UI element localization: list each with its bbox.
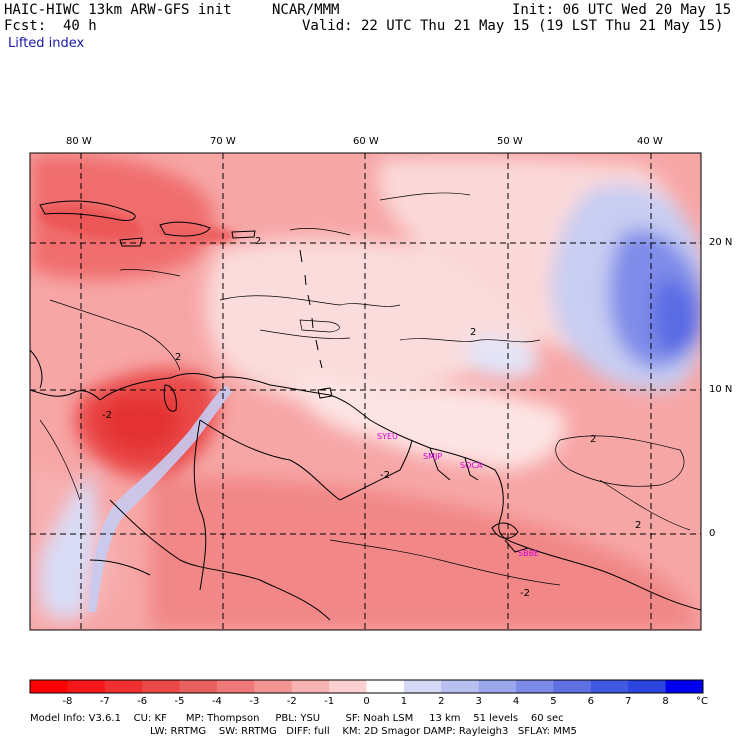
lon-label: 40 W [637, 136, 663, 147]
model-title: HAIC-HIWC 13km ARW-GFS init [4, 2, 232, 18]
colorbar-cell [516, 680, 554, 693]
colorbar-tick-label: -2 [286, 696, 297, 707]
contour-label: 2 [255, 236, 262, 247]
colorbar-cell [329, 680, 367, 693]
colorbar-cell [254, 680, 293, 693]
lat-label: 10 N [709, 384, 733, 395]
colorbar-cell [478, 680, 517, 693]
init-time: Init: 06 UTC Wed 20 May 15 [512, 2, 732, 18]
colorbar-tick-label: 3 [475, 696, 482, 707]
colorbar-cell [590, 680, 629, 693]
contour-label: -2 [102, 410, 112, 421]
station-label: SYEU [377, 432, 398, 441]
organization-label: NCAR/MMM [272, 2, 340, 18]
forecast-hour: Fcst: 40 h [4, 18, 97, 34]
lon-label: 70 W [210, 136, 236, 147]
lon-label: 60 W [353, 136, 379, 147]
colorbar-cell [179, 680, 218, 693]
contour-label: 2 [175, 352, 182, 363]
colorbar-cell [628, 680, 667, 693]
colorbar-cell [553, 680, 592, 693]
colorbar-tick-label: 7 [625, 696, 632, 707]
field-name: Lifted index [8, 36, 85, 51]
colorbar-cell [291, 680, 330, 693]
model-info-line2: LW: RRTMG SW: RRTMG DIFF: full KM: 2D Sm… [150, 726, 577, 737]
colorbar-cell [104, 680, 143, 693]
colorbar-cell [216, 680, 255, 693]
colorbar-tick-label: -8 [62, 696, 73, 707]
colorbar-cell [30, 680, 68, 693]
colorbar-tick-label: 4 [512, 696, 520, 707]
valid-time: Valid: 22 UTC Thu 21 May 15 (19 LST Thu … [302, 18, 724, 34]
colorbar-tick-label: 2 [438, 696, 445, 707]
lat-label: 0 [709, 528, 716, 539]
colorbar-tick-label: 8 [662, 696, 669, 707]
contour-label: -2 [380, 470, 390, 481]
colorbar-tick-label: 6 [587, 696, 595, 707]
colorbar-cell [366, 680, 405, 693]
lon-label: 50 W [497, 136, 523, 147]
colorbar-cell [142, 680, 181, 693]
colorbar-tick-label: 0 [363, 696, 370, 707]
station-label: SOCA [460, 461, 483, 470]
colorbar-tick-label: -1 [324, 696, 335, 707]
contour-label: -2 [520, 588, 530, 599]
colorbar-cell [67, 680, 106, 693]
station-label: SMJP [423, 452, 443, 461]
contour-label: 2 [635, 520, 642, 531]
lon-label: 80 W [66, 136, 92, 147]
colorbar-tick-label: -7 [99, 696, 110, 707]
colorbar-cell [403, 680, 442, 693]
colorbar-cell [665, 680, 704, 693]
colorbar-tick-label: -4 [211, 696, 222, 707]
colorbar-tick-label: -5 [174, 696, 185, 707]
colorbar-tick-label: -3 [249, 696, 260, 707]
colorbar-tick-label: 1 [400, 696, 408, 707]
contour-label: 2 [470, 327, 477, 338]
colorbar-unit: °C [696, 696, 708, 707]
station-label: SBBE [518, 549, 540, 558]
colorbar-tick-label: 5 [550, 696, 557, 707]
contour-label: 2 [590, 434, 597, 445]
colorbar-cell [441, 680, 480, 693]
model-info-line1: Model Info: V3.6.1 CU: KF MP: Thompson P… [30, 713, 564, 724]
lat-label: 20 N [709, 237, 733, 248]
colorbar-tick-label: -6 [137, 696, 148, 707]
